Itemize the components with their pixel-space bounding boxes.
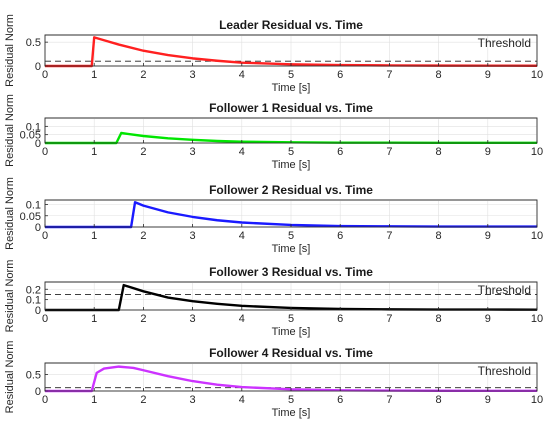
y-tick-label: 0.1: [26, 121, 41, 133]
x-tick-label: 4: [239, 69, 245, 81]
x-tick-label: 2: [140, 230, 146, 242]
x-tick-label: 9: [485, 69, 491, 81]
x-tick-label: 6: [337, 230, 343, 242]
x-tick-label: 3: [190, 230, 196, 242]
x-tick-label: 8: [436, 230, 442, 242]
x-tick-label: 9: [485, 313, 491, 325]
subplot-4: Threshold 0 1 2 3 4 5 6 7 8 9 10 00.10.2 Follower 3 R…: [4, 260, 543, 338]
series-line-1: [45, 201, 537, 229]
x-tick-label: 9: [485, 230, 491, 242]
threshold-label: Threshold: [478, 283, 531, 297]
chart-title: Follower 3 Residual vs. Time: [209, 265, 373, 279]
x-tick-label: 10: [531, 394, 543, 406]
x-tick-label: 6: [337, 313, 343, 325]
y-tick-label: 0.5: [26, 370, 41, 382]
x-tick-label: 3: [190, 313, 196, 325]
x-tick-label: 5: [288, 230, 294, 242]
x-tick-label: 2: [140, 69, 146, 81]
x-tick-label: 1: [91, 313, 97, 325]
x-tick-label: 10: [531, 313, 543, 325]
x-tick-label: 4: [239, 146, 245, 158]
x-tick-label: 2: [140, 146, 146, 158]
x-tick-label: 6: [337, 394, 343, 406]
chart-title: Follower 1 Residual vs. Time: [209, 101, 373, 115]
x-axis-label: Time [s]: [272, 326, 311, 338]
y-tick-label: 0: [35, 222, 41, 234]
y-axis-label: Residual Norm: [4, 341, 16, 414]
y-axis-label: Residual Norm: [4, 94, 16, 167]
x-tick-label: 7: [386, 230, 392, 242]
x-axis-label: Time [s]: [272, 243, 311, 255]
y-axis-label: Residual Norm: [4, 177, 16, 250]
y-tick-label: 0.2: [26, 284, 41, 296]
x-tick-label: 10: [531, 69, 543, 81]
y-tick-label: 0: [35, 138, 41, 150]
y-tick-label: 0.05: [20, 211, 41, 223]
x-axis-label: Time [s]: [272, 407, 311, 419]
x-tick-label: 5: [288, 394, 294, 406]
y-tick-label: 0.1: [26, 295, 41, 307]
x-tick-label: 3: [190, 394, 196, 406]
y-tick-label: 0: [35, 61, 41, 73]
y-tick-label: 0: [35, 305, 41, 317]
x-tick-label: 0: [42, 146, 48, 158]
x-tick-label: 9: [485, 394, 491, 406]
x-tick-label: 10: [531, 230, 543, 242]
x-tick-label: 0: [42, 313, 48, 325]
x-tick-label: 0: [42, 394, 48, 406]
x-tick-label: 3: [190, 146, 196, 158]
x-tick-label: 7: [386, 313, 392, 325]
y-tick-label: 0.05: [20, 130, 41, 142]
y-axis-label: Residual Norm: [4, 260, 16, 333]
x-tick-label: 1: [91, 69, 97, 81]
x-tick-label: 5: [288, 313, 294, 325]
series-line-1: [45, 36, 538, 68]
threshold-label: Threshold: [478, 364, 531, 378]
x-tick-label: 2: [140, 313, 146, 325]
x-axis-label: Time [s]: [272, 159, 311, 171]
x-tick-label: 8: [436, 313, 442, 325]
x-tick-label: 3: [190, 69, 196, 81]
chart-title: Leader Residual vs. Time: [219, 18, 363, 32]
x-tick-label: 1: [91, 394, 97, 406]
y-tick-label: 0.1: [26, 200, 41, 212]
x-axis-label: Time [s]: [272, 82, 311, 94]
x-tick-label: 5: [288, 69, 294, 81]
x-tick-label: 2: [140, 394, 146, 406]
series-line-1: [45, 283, 538, 312]
x-tick-label: 1: [91, 146, 97, 158]
x-tick-label: 8: [436, 69, 442, 81]
x-tick-label: 4: [239, 313, 245, 325]
x-tick-label: 7: [386, 394, 392, 406]
x-tick-label: 9: [485, 146, 491, 158]
y-tick-label: 0: [35, 386, 41, 398]
x-tick-label: 8: [436, 146, 442, 158]
x-tick-label: 6: [337, 146, 343, 158]
x-tick-label: 0: [42, 230, 48, 242]
subplot-1: Threshold 0 1 2 3 4 5 6 7 8 9 10 0 0.5 Leader Residual…: [4, 14, 543, 94]
x-tick-label: 10: [531, 146, 543, 158]
x-tick-label: 7: [386, 146, 392, 158]
subplot-2: 0 1 2 3 4 5 6 7 8 9 10 00.050.1 Follower 1 Residual …: [4, 94, 543, 171]
chart-title: Follower 2 Residual vs. Time: [209, 183, 373, 197]
x-tick-label: 1: [91, 230, 97, 242]
x-tick-label: 0: [42, 69, 48, 81]
x-tick-label: 7: [386, 69, 392, 81]
threshold-label: Threshold: [478, 36, 531, 50]
x-tick-label: 8: [436, 394, 442, 406]
y-axis-label: Residual Norm: [4, 14, 16, 87]
chart-title: Follower 4 Residual vs. Time: [209, 346, 373, 360]
y-tick-label: 0.5: [26, 37, 41, 49]
x-tick-label: 4: [239, 230, 245, 242]
x-tick-label: 5: [288, 146, 294, 158]
x-tick-label: 4: [239, 394, 245, 406]
subplot-3: 0 1 2 3 4 5 6 7 8 9 10 00.050.1 Follower 2 Residual …: [4, 177, 543, 255]
x-tick-label: 6: [337, 69, 343, 81]
